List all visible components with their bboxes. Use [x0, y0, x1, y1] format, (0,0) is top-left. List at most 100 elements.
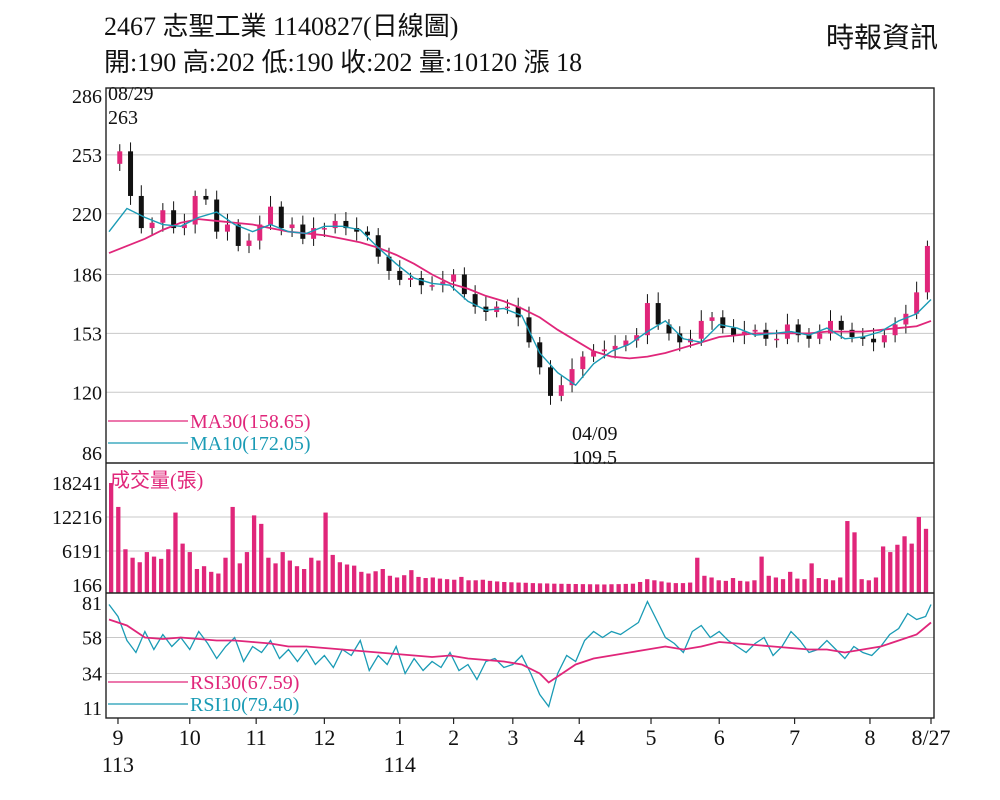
volume-bar	[888, 552, 893, 593]
rsi-tick-label: 11	[83, 698, 102, 720]
candle-body	[548, 367, 554, 396]
volume-bar	[680, 583, 686, 593]
volume-bar	[409, 570, 414, 593]
candle-body	[881, 335, 887, 343]
volume-tick-label: 166	[72, 575, 102, 597]
volume-bar	[859, 579, 864, 593]
volume-bar	[587, 584, 593, 593]
volume-bar	[716, 580, 721, 593]
volume-bar	[795, 578, 800, 593]
x-tick-label: 1	[394, 725, 405, 750]
volume-bar	[595, 584, 600, 593]
candle-body	[838, 320, 844, 330]
volume-bar	[159, 558, 164, 593]
volume-bar	[373, 571, 378, 593]
candle-body	[149, 222, 155, 229]
candle-body	[289, 224, 295, 229]
candle-body	[731, 328, 737, 336]
candle-body	[397, 270, 403, 280]
candle-body	[246, 240, 252, 246]
candle-body	[709, 317, 715, 321]
volume-bar	[552, 583, 557, 593]
volume-bar	[580, 584, 586, 593]
candle-body	[160, 210, 166, 223]
volume-bar	[566, 583, 571, 593]
candle-body	[429, 285, 435, 287]
volume-bar	[902, 536, 907, 593]
volume-bar	[759, 556, 764, 593]
volume-bar	[452, 579, 457, 593]
volume-bar	[330, 554, 335, 593]
candle-body	[892, 324, 898, 336]
candle-body	[914, 292, 920, 314]
volume-bar	[230, 506, 235, 593]
x-tick-label: 6	[714, 725, 725, 750]
y-tick-label: 286	[72, 86, 102, 108]
high-date-annotation: 08/29	[108, 83, 154, 105]
volume-bar	[402, 575, 407, 593]
volume-bar	[116, 506, 121, 593]
candle-body	[451, 274, 457, 282]
candle-body	[440, 281, 446, 286]
volume-bar	[137, 562, 142, 593]
candle-body	[343, 220, 349, 229]
candle-body	[515, 306, 521, 318]
candle-body	[408, 278, 414, 280]
volume-bar	[316, 560, 321, 593]
volume-bar	[466, 580, 471, 593]
volume-bar	[788, 571, 793, 593]
volume-bar	[387, 575, 393, 593]
candle-body	[483, 306, 489, 312]
volume-bar	[802, 579, 807, 593]
volume-bar	[766, 575, 771, 593]
candle-body	[192, 195, 198, 225]
volume-bar	[337, 562, 343, 593]
candle-body	[752, 329, 758, 332]
volume-bar	[437, 578, 443, 593]
candle-body	[924, 245, 930, 293]
volume-bar	[687, 582, 693, 593]
volume-bar	[852, 532, 857, 593]
x-year-label: 114	[384, 752, 416, 777]
volume-bar	[923, 528, 929, 593]
candle-body	[268, 206, 274, 225]
volume-bar	[480, 579, 485, 593]
candle-body	[418, 278, 424, 286]
volume-bar	[280, 552, 285, 593]
candle-body	[806, 335, 812, 339]
candle-body	[138, 195, 144, 229]
volume-bar	[444, 579, 450, 593]
x-year-label: 113	[102, 752, 134, 777]
volume-bar	[702, 575, 707, 593]
candle-body	[537, 342, 543, 368]
volume-bar	[394, 577, 400, 593]
candle-body	[795, 324, 801, 336]
x-tick-label: 10	[179, 725, 201, 750]
volume-bar	[502, 581, 507, 593]
candle-body	[354, 228, 360, 232]
volume-bar	[652, 580, 657, 593]
x-tick-label: 2	[448, 725, 459, 750]
volume-bar	[730, 578, 736, 593]
volume-bar	[173, 512, 178, 593]
volume-bar	[695, 557, 700, 593]
volume-bar	[201, 566, 207, 593]
candle-body	[461, 274, 467, 295]
volume-bar	[537, 583, 543, 593]
candle-body	[827, 320, 833, 334]
y-tick-label: 86	[82, 443, 102, 465]
candle-body	[774, 338, 780, 341]
volume-bar	[845, 521, 850, 593]
volume-bar	[723, 580, 729, 593]
data-source: 時報資訊	[825, 23, 938, 54]
candle-body	[677, 333, 683, 343]
candle-body	[224, 224, 230, 232]
volume-bar	[809, 563, 814, 593]
high-value-annotation: 263	[108, 107, 138, 129]
quote-summary: 開:190 高:202 低:190 收:202 量:10120 漲 18	[104, 48, 583, 77]
volume-bar	[180, 543, 185, 593]
candle-body	[332, 220, 338, 229]
volume-bar	[637, 581, 643, 593]
volume-bar	[609, 584, 614, 593]
